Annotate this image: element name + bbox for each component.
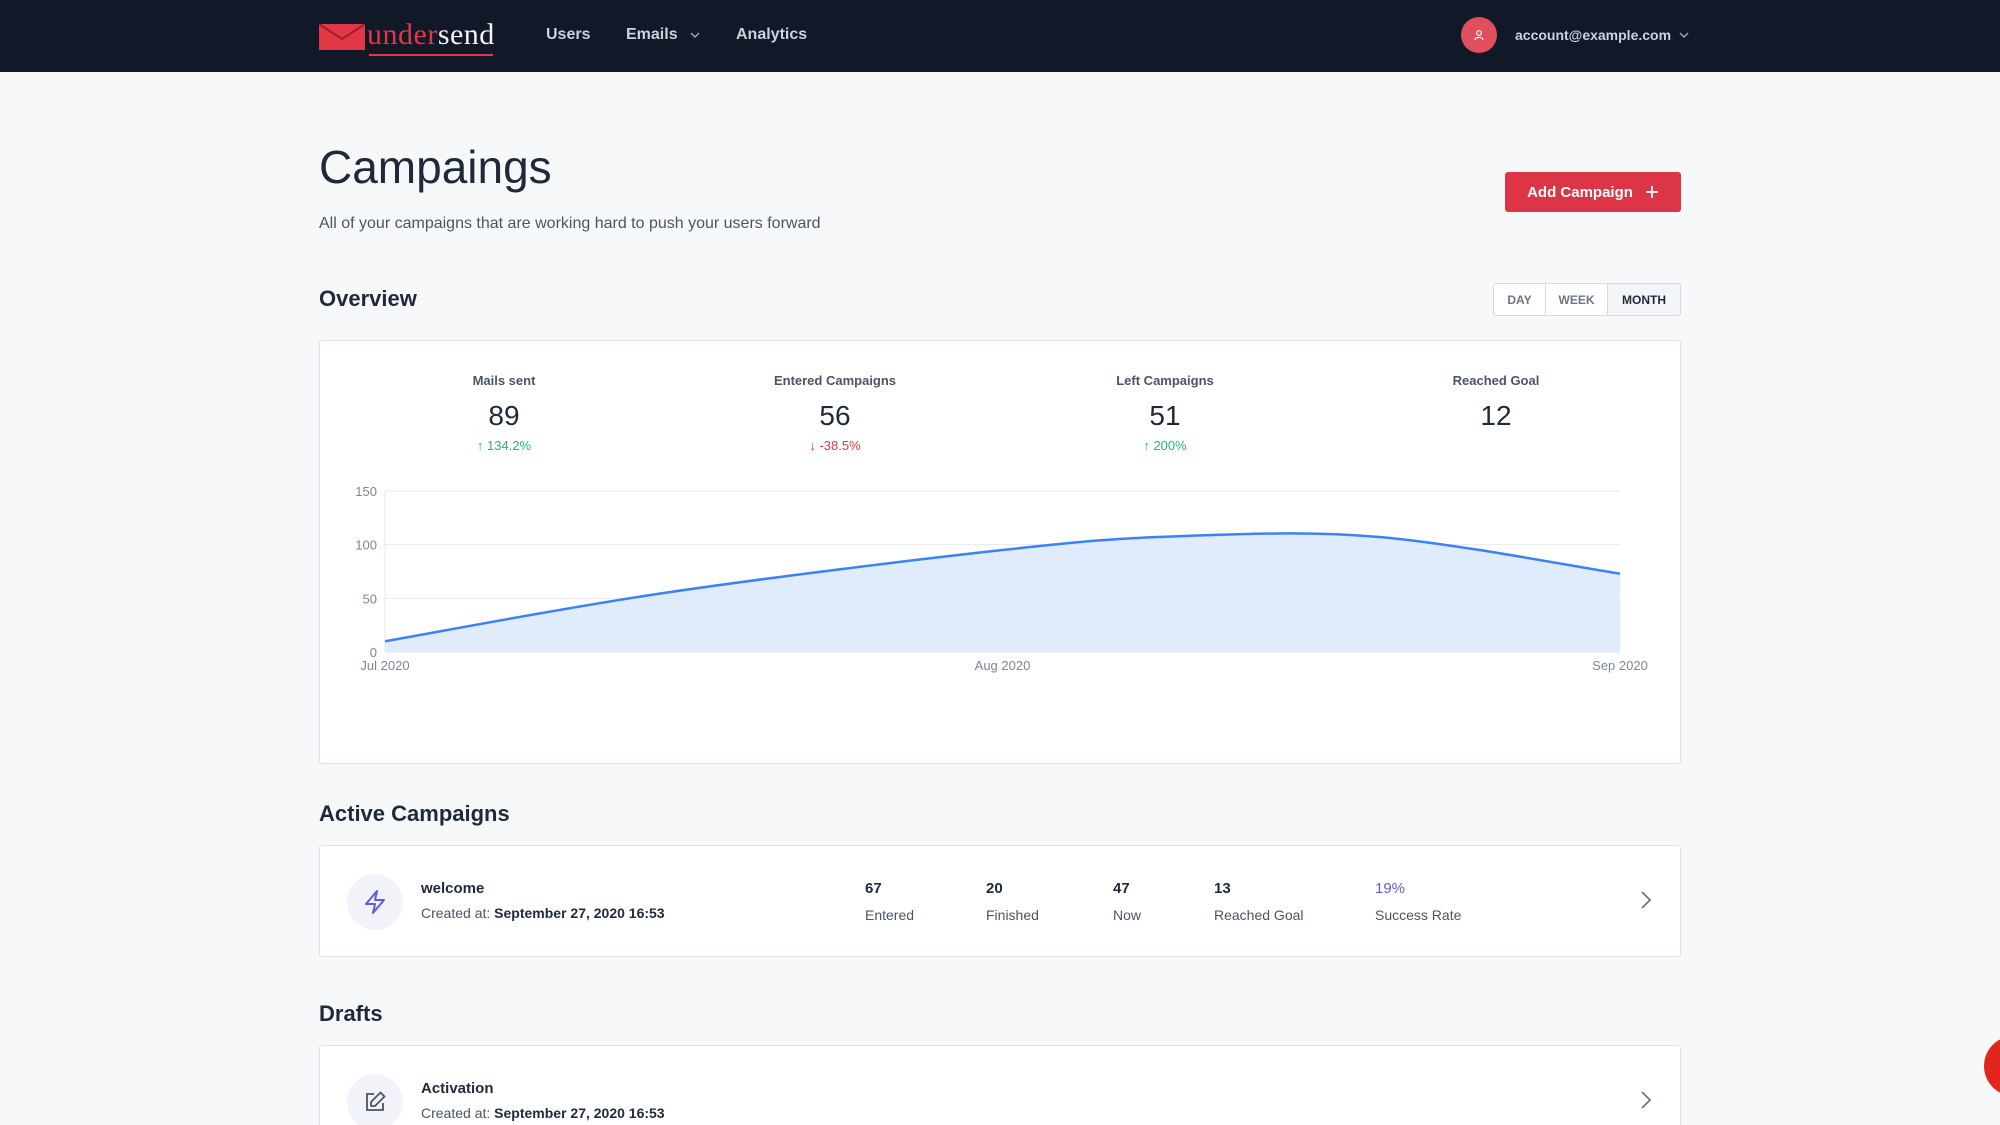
draft-name: Activation [421, 1080, 494, 1097]
chevron-right-icon[interactable] [1640, 1090, 1652, 1110]
y-tick-label: 150 [355, 484, 377, 499]
chevron-right-icon[interactable] [1640, 890, 1652, 910]
stat-reached-goal: Reached Goal 12 [1386, 373, 1606, 432]
metric-label: Reached Goal [1214, 907, 1304, 923]
app-logo[interactable]: undersend [319, 18, 495, 56]
stat-label: Reached Goal [1452, 373, 1540, 388]
x-tick-label: Aug 2020 [975, 658, 1031, 673]
draft-row[interactable]: Activation Created at: September 27, 202… [319, 1045, 1681, 1125]
stat-label: Left Campaigns [1116, 373, 1214, 388]
nav-emails[interactable]: Emails [626, 26, 700, 44]
x-tick-label: Sep 2020 [1592, 658, 1648, 673]
stat-label: Entered Campaigns [773, 373, 897, 388]
page-title: Campaings [319, 141, 552, 193]
range-month-button[interactable]: MONTH [1608, 284, 1680, 315]
y-tick-label: 100 [355, 538, 377, 553]
user-icon [1474, 30, 1484, 41]
metric-value: 13 [1214, 880, 1231, 897]
stat-change: ↑ 134.2% [476, 438, 532, 453]
add-campaign-button[interactable]: Add Campaign [1505, 172, 1681, 212]
nav-emails-label: Emails [626, 26, 678, 43]
metric-value: 19% [1375, 880, 1406, 897]
range-toggle: DAY WEEK MONTH [1493, 283, 1681, 316]
stat-label: Mails sent [472, 373, 536, 388]
metric-value: 67 [865, 880, 882, 897]
campaign-row[interactable]: welcome Created at: September 27, 2020 1… [319, 845, 1681, 957]
metric-value: 47 [1113, 880, 1130, 897]
nav-analytics-label: Analytics [736, 26, 808, 43]
lightning-icon [365, 890, 385, 914]
nav-analytics[interactable]: Analytics [736, 26, 807, 44]
metric-label: Entered [865, 907, 915, 923]
y-tick-label: 0 [370, 645, 377, 660]
campaign-created: Created at: September 27, 2020 16:53 [421, 905, 665, 921]
y-tick-label: 50 [363, 591, 377, 606]
stat-left-campaigns: Left Campaigns 51 ↑ 200% [1055, 373, 1275, 453]
logo-wordmark: undersend [367, 18, 495, 51]
range-day-button[interactable]: DAY [1494, 284, 1546, 315]
stat-value: 89 [488, 400, 520, 431]
series-line [384, 532, 1621, 643]
stat-value: 56 [819, 400, 851, 431]
stat-entered-campaigns: Entered Campaigns 56 ↓ -38.5% [725, 373, 945, 453]
metric-finished: 20 Finished [986, 880, 1039, 923]
top-navbar: undersend Users Emails Analytics account… [0, 0, 2000, 72]
stat-change: ↑ 200% [1143, 438, 1187, 453]
overview-title: Overview [319, 286, 417, 311]
metric-success-rate: 19% Success Rate [1375, 880, 1461, 923]
page-subtitle: All of your campaigns that are working h… [319, 215, 821, 232]
draft-created: Created at: September 27, 2020 16:53 [421, 1105, 665, 1121]
stat-change: ↓ -38.5% [809, 438, 861, 453]
metric-label: Success Rate [1375, 907, 1462, 923]
overview-card: Mails sent 89 ↑ 134.2% Entered Campaigns… [319, 340, 1681, 764]
series-area-fill [385, 533, 1620, 652]
overview-area-chart: 0 50 100 150 Jul 2020 Aug 2020 Sep 2020 [355, 484, 1648, 673]
active-campaigns-title: Active Campaigns [319, 801, 510, 826]
chat-widget-button[interactable] [1984, 1036, 2000, 1096]
metric-label: Finished [986, 907, 1039, 923]
metric-entered: 67 Entered [865, 880, 914, 923]
drafts-title: Drafts [319, 1001, 383, 1026]
metric-now: 47 Now [1113, 880, 1141, 923]
plus-icon [1645, 186, 1658, 198]
add-campaign-label: Add Campaign [1527, 183, 1633, 201]
metric-value: 20 [986, 880, 1003, 897]
campaign-name: welcome [421, 880, 485, 897]
stat-mails-sent: Mails sent 89 ↑ 134.2% [394, 373, 614, 453]
envelope-logo-icon [319, 24, 365, 50]
stat-value: 51 [1149, 400, 1181, 431]
chevron-down-icon [1679, 32, 1689, 38]
account-email: account@example.com [1515, 27, 1672, 43]
user-avatar[interactable] [1461, 17, 1497, 53]
nav-users-label: Users [546, 26, 591, 43]
metric-reached-goal: 13 Reached Goal [1214, 880, 1304, 923]
chevron-down-icon [690, 32, 700, 38]
stat-value: 12 [1480, 400, 1512, 431]
x-tick-label: Jul 2020 [360, 658, 409, 673]
account-menu[interactable]: account@example.com [1515, 27, 1689, 43]
edit-icon [366, 1091, 386, 1111]
nav-users[interactable]: Users [546, 26, 590, 44]
metric-label: Now [1113, 907, 1142, 923]
draft-avatar [347, 1074, 403, 1125]
range-week-button[interactable]: WEEK [1546, 284, 1608, 315]
logo-underline [369, 54, 493, 56]
campaign-avatar [347, 874, 403, 930]
